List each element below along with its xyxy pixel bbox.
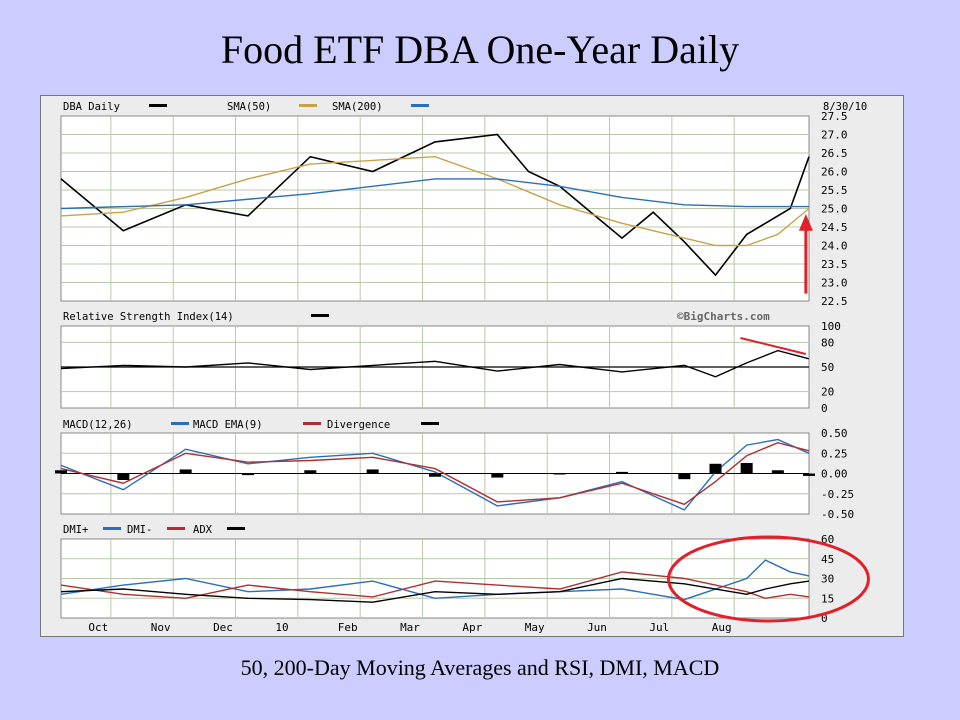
dmi-legend-adx: ADX bbox=[193, 524, 213, 536]
price-ytick-label: 24.5 bbox=[821, 221, 848, 234]
macd-legend-div: Divergence bbox=[327, 419, 390, 431]
divergence-bar bbox=[429, 473, 441, 477]
price-ytick-label: 26.0 bbox=[821, 166, 848, 179]
divergence-bar bbox=[709, 463, 722, 474]
divergence-bar bbox=[803, 473, 815, 476]
macd-legend-ema-swatch bbox=[303, 422, 321, 425]
macd-legend-ema: MACD EMA(9) bbox=[193, 419, 263, 431]
divergence-bar bbox=[55, 470, 67, 474]
macd-legend-macd: MACD(12,26) bbox=[63, 419, 133, 431]
price-series-dba-daily bbox=[60, 133, 810, 277]
x-month-label: Mar bbox=[400, 621, 420, 634]
rsi-red-trend-line bbox=[740, 337, 807, 355]
red-up-arrow-head bbox=[798, 214, 813, 231]
chart-plots: 27.5 27.0 26.5 26.0 25.5 25.0 24.5 24.0 23.5 23.0… bbox=[55, 110, 870, 634]
price-legend-sma50-swatch bbox=[299, 104, 317, 107]
macd-ytick-label: -0.25 bbox=[821, 488, 854, 501]
dmi-legend: DMI+ DMI- ADX bbox=[63, 524, 245, 536]
watermark: ©BigCharts.com bbox=[677, 310, 770, 323]
x-month-label: Nov bbox=[151, 621, 171, 634]
x-month-label: Aug bbox=[712, 621, 732, 634]
price-legend-dba: DBA Daily bbox=[63, 101, 120, 113]
macd-legend: MACD(12,26) MACD EMA(9) Divergence bbox=[63, 419, 439, 431]
rsi-legend-label: Relative Strength Index(14) bbox=[63, 311, 234, 323]
price-ytick-label: 26.5 bbox=[821, 147, 848, 160]
price-legend-sma50: SMA(50) bbox=[227, 101, 271, 113]
dmi-ytick-label: 0 bbox=[821, 612, 828, 625]
x-month-label: Apr bbox=[462, 621, 482, 634]
macd-ytick-label: 0.00 bbox=[821, 468, 848, 481]
divergence-bar bbox=[366, 469, 379, 474]
macd-legend-div-swatch bbox=[421, 422, 439, 425]
price-ytick-label: 25.5 bbox=[821, 184, 848, 197]
price-ytick-label: 22.5 bbox=[821, 295, 848, 308]
divergence-bar bbox=[179, 469, 192, 474]
price-ytick-label: 27.0 bbox=[821, 129, 848, 142]
price-legend: DBA Daily SMA(50) SMA(200) 8/30/10 bbox=[63, 101, 867, 113]
price-ytick-label: 25.0 bbox=[821, 203, 848, 216]
dmi-legend-minus-swatch bbox=[167, 527, 185, 530]
divergence-bar bbox=[740, 462, 753, 474]
rsi-legend-swatch bbox=[311, 314, 329, 317]
dmi-legend-plus-swatch bbox=[103, 527, 121, 530]
dmi-legend-plus: DMI+ bbox=[63, 524, 88, 536]
rsi-series-relative-strength-index-14- bbox=[60, 349, 810, 378]
price-ytick-label: 23.5 bbox=[821, 258, 848, 271]
divergence-bar bbox=[304, 470, 317, 474]
x-month-label: 10 bbox=[275, 621, 288, 634]
rsi-ytick-label: 50 bbox=[821, 361, 834, 374]
dmi-series-adx bbox=[60, 577, 810, 603]
rsi-ytick-label: 20 bbox=[821, 386, 834, 399]
divergence-bar bbox=[242, 473, 254, 476]
x-month-label: Jun bbox=[587, 621, 607, 634]
x-month-label: May bbox=[525, 621, 545, 634]
price-legend-dba-swatch bbox=[149, 104, 167, 107]
price-legend-sma200: SMA(200) bbox=[332, 101, 383, 113]
dmi-legend-minus: DMI- bbox=[127, 524, 152, 536]
x-month-label: Dec bbox=[213, 621, 233, 634]
price-ytick-label: 24.0 bbox=[821, 240, 848, 253]
price-legend-sma200-swatch bbox=[411, 104, 429, 107]
macd-series-macd-ema-9- bbox=[60, 441, 810, 506]
divergence-bar bbox=[771, 470, 784, 474]
macd-ytick-label: 0.50 bbox=[821, 427, 848, 440]
rsi-ytick-label: 80 bbox=[821, 336, 834, 349]
x-month-label: Jul bbox=[649, 621, 669, 634]
dmi-ytick-label: 15 bbox=[821, 592, 834, 605]
macd-ytick-label: 0.25 bbox=[821, 447, 848, 460]
divergence-bar bbox=[553, 473, 566, 475]
slide-title: Food ETF DBA One-Year Daily bbox=[220, 27, 740, 72]
dmi-ytick-label: 45 bbox=[821, 553, 834, 566]
divergence-bar bbox=[491, 473, 504, 478]
price-ytick-label: 23.0 bbox=[821, 277, 848, 290]
divergence-bar bbox=[678, 473, 691, 480]
divergence-bar bbox=[616, 471, 628, 474]
dmi-series-dmi- bbox=[60, 571, 810, 600]
rsi-ytick-label: 0 bbox=[821, 402, 828, 415]
dmi-red-circle bbox=[666, 535, 870, 623]
macd-legend-macd-swatch bbox=[171, 422, 189, 425]
divergence-bar bbox=[117, 473, 130, 480]
price-date-label: 8/30/10 bbox=[823, 101, 867, 113]
x-month-label: Oct bbox=[88, 621, 108, 634]
macd-series-macd-12-26- bbox=[60, 438, 810, 511]
price-series-sma-200- bbox=[60, 178, 809, 210]
price-ytick-label: 27.5 bbox=[821, 110, 848, 123]
x-month-label: Feb bbox=[338, 621, 358, 634]
macd-ytick-label: -0.50 bbox=[821, 508, 854, 521]
chart-svg: DBA Daily SMA(50) SMA(200) 8/30/10 Relat… bbox=[55, 101, 870, 634]
chart-panel: DBA Daily SMA(50) SMA(200) 8/30/10 Relat… bbox=[40, 95, 904, 637]
slide-caption: 50, 200-Day Moving Averages and RSI, DMI… bbox=[240, 655, 720, 680]
rsi-ytick-label: 100 bbox=[821, 320, 841, 333]
rsi-legend: Relative Strength Index(14) ©BigCharts.c… bbox=[63, 310, 770, 323]
dmi-ytick-label: 30 bbox=[821, 573, 834, 586]
dmi-legend-adx-swatch bbox=[227, 527, 245, 530]
